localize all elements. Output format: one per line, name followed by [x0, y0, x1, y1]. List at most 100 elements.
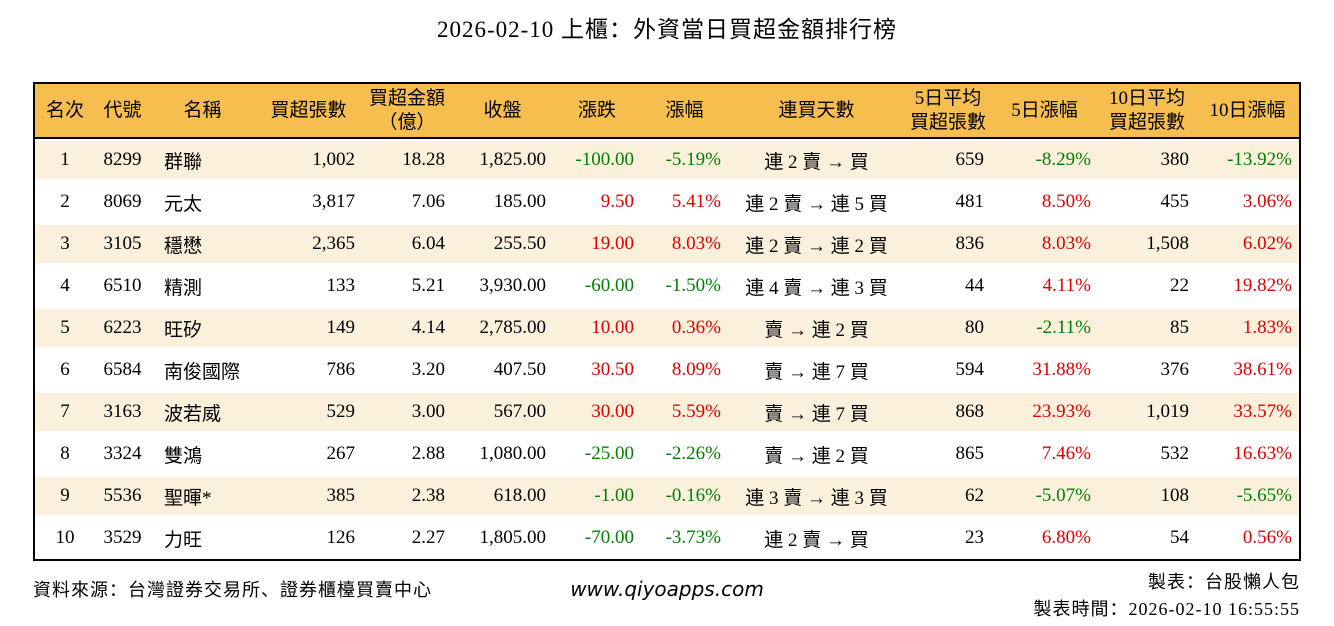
cell-amount: 4.14: [362, 307, 452, 349]
cell-pct10: 38.61%: [1196, 349, 1299, 391]
cell-change_pct: 5.59%: [641, 391, 728, 433]
cell-streak: 連 2 賣 → 買: [728, 139, 905, 181]
cell-avg5: 659: [905, 139, 991, 181]
cell-name: 波若威: [150, 391, 255, 433]
cell-change: -25.00: [553, 433, 641, 475]
cell-change: -1.00: [553, 475, 641, 517]
col-header-net-buy-amount: 買超金額 （億）: [362, 84, 452, 139]
cell-close: 1,825.00: [452, 139, 553, 181]
table-row: 10 3529 力旺 126 2.27 1,805.00 -70.00 -3.73% 連 2 賣…: [35, 517, 1299, 559]
cell-streak: 連 2 賣 → 買: [728, 517, 905, 559]
cell-code: 8299: [95, 139, 150, 181]
cell-rank: 6: [35, 349, 95, 391]
cell-code: 5536: [95, 475, 150, 517]
cell-code: 3529: [95, 517, 150, 559]
cell-avg5: 865: [905, 433, 991, 475]
cell-avg10: 455: [1098, 181, 1196, 223]
cell-volume: 133: [255, 265, 362, 307]
cell-avg5: 80: [905, 307, 991, 349]
cell-amount: 6.04: [362, 223, 452, 265]
cell-volume: 2,365: [255, 223, 362, 265]
cell-streak: 賣 → 連 7 買: [728, 391, 905, 433]
cell-close: 2,785.00: [452, 307, 553, 349]
cell-avg10: 54: [1098, 517, 1196, 559]
page-title: 2026-02-10 上櫃：外資當日買超金額排行榜: [436, 17, 898, 42]
cell-avg5: 481: [905, 181, 991, 223]
table-body: 1 8299 群聯 1,002 18.28 1,825.00 -100.00 -5.19% 連 …: [35, 139, 1299, 559]
cell-close: 255.50: [452, 223, 553, 265]
cell-volume: 126: [255, 517, 362, 559]
cell-pct5: -2.11%: [991, 307, 1098, 349]
cell-change: -70.00: [553, 517, 641, 559]
cell-name: 旺矽: [150, 307, 255, 349]
cell-rank: 4: [35, 265, 95, 307]
cell-change: -100.00: [553, 139, 641, 181]
cell-close: 618.00: [452, 475, 553, 517]
cell-pct10: -13.92%: [1196, 139, 1299, 181]
cell-avg5: 868: [905, 391, 991, 433]
table-row: 3 3105 穩懋 2,365 6.04 255.50 19.00 8.03% 連 2 賣 → …: [35, 223, 1299, 265]
cell-name: 精測: [150, 265, 255, 307]
cell-avg10: 85: [1098, 307, 1196, 349]
cell-name: 元太: [150, 181, 255, 223]
cell-close: 567.00: [452, 391, 553, 433]
cell-change_pct: -3.73%: [641, 517, 728, 559]
col-header-net-buy-volume: 買超張數: [255, 84, 362, 139]
cell-close: 407.50: [452, 349, 553, 391]
cell-rank: 5: [35, 307, 95, 349]
cell-pct5: 7.46%: [991, 433, 1098, 475]
cell-code: 3324: [95, 433, 150, 475]
cell-streak: 賣 → 連 2 買: [728, 433, 905, 475]
cell-volume: 267: [255, 433, 362, 475]
cell-pct5: 8.50%: [991, 181, 1098, 223]
table-row: 2 8069 元太 3,817 7.06 185.00 9.50 5.41% 連 2 賣 → 連…: [35, 181, 1299, 223]
foreign-buy-ranking-table: 名次 代號 名稱 買超張數 買超金額 （億） 收盤 漲跌 漲幅 連買天數 5日平…: [33, 82, 1301, 561]
cell-avg10: 1,508: [1098, 223, 1196, 265]
cell-rank: 2: [35, 181, 95, 223]
cell-amount: 5.21: [362, 265, 452, 307]
col-header-avg5: 5日平均 買超張數: [905, 84, 991, 139]
credits-block: 製表：台股懶人包 製表時間：2026-02-10 16:55:55: [1034, 569, 1301, 623]
cell-volume: 3,817: [255, 181, 362, 223]
cell-streak: 賣 → 連 2 買: [728, 307, 905, 349]
cell-rank: 8: [35, 433, 95, 475]
cell-pct10: 16.63%: [1196, 433, 1299, 475]
cell-change: 19.00: [553, 223, 641, 265]
cell-volume: 1,002: [255, 139, 362, 181]
cell-code: 6510: [95, 265, 150, 307]
table-row: 4 6510 精測 133 5.21 3,930.00 -60.00 -1.50% 連 4 賣 …: [35, 265, 1299, 307]
cell-change: -60.00: [553, 265, 641, 307]
col-header-rank: 名次: [35, 84, 95, 139]
cell-name: 南俊國際: [150, 349, 255, 391]
cell-avg10: 22: [1098, 265, 1196, 307]
cell-pct10: 6.02%: [1196, 223, 1299, 265]
cell-avg5: 594: [905, 349, 991, 391]
cell-pct5: 23.93%: [991, 391, 1098, 433]
cell-name: 群聯: [150, 139, 255, 181]
cell-pct5: -8.29%: [991, 139, 1098, 181]
cell-rank: 7: [35, 391, 95, 433]
cell-code: 8069: [95, 181, 150, 223]
cell-pct5: 6.80%: [991, 517, 1098, 559]
table-row: 7 3163 波若威 529 3.00 567.00 30.00 5.59% 賣 → 連 7 買…: [35, 391, 1299, 433]
col-header-avg10: 10日平均 買超張數: [1098, 84, 1196, 139]
cell-amount: 2.27: [362, 517, 452, 559]
table-row: 8 3324 雙鴻 267 2.88 1,080.00 -25.00 -2.26% 賣 → 連 …: [35, 433, 1299, 475]
cell-avg10: 376: [1098, 349, 1196, 391]
cell-avg5: 836: [905, 223, 991, 265]
cell-change: 9.50: [553, 181, 641, 223]
cell-pct10: 19.82%: [1196, 265, 1299, 307]
cell-change_pct: -2.26%: [641, 433, 728, 475]
cell-pct10: 33.57%: [1196, 391, 1299, 433]
col-header-name: 名稱: [150, 84, 255, 139]
col-header-change: 漲跌: [553, 84, 641, 139]
cell-pct10: 3.06%: [1196, 181, 1299, 223]
cell-pct5: 31.88%: [991, 349, 1098, 391]
cell-avg10: 1,019: [1098, 391, 1196, 433]
cell-code: 6584: [95, 349, 150, 391]
cell-pct5: 4.11%: [991, 265, 1098, 307]
cell-avg10: 532: [1098, 433, 1196, 475]
cell-close: 185.00: [452, 181, 553, 223]
col-header-pct10: 10日漲幅: [1196, 84, 1299, 139]
cell-pct5: 8.03%: [991, 223, 1098, 265]
